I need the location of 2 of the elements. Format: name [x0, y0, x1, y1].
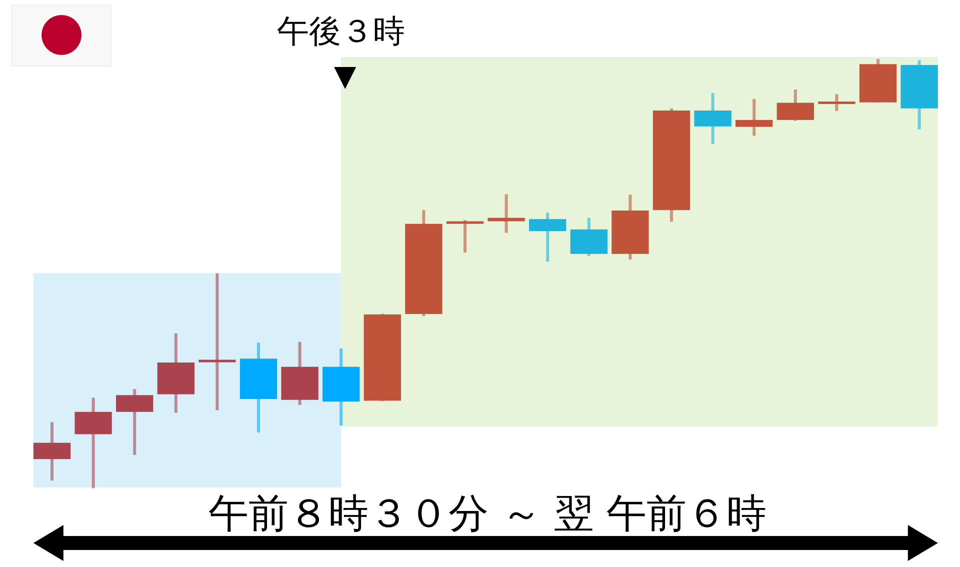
x-axis-title: 午前８時３０分 ～ 翌 午前６時 — [208, 491, 767, 537]
text: 午後３時 — [277, 12, 406, 50]
